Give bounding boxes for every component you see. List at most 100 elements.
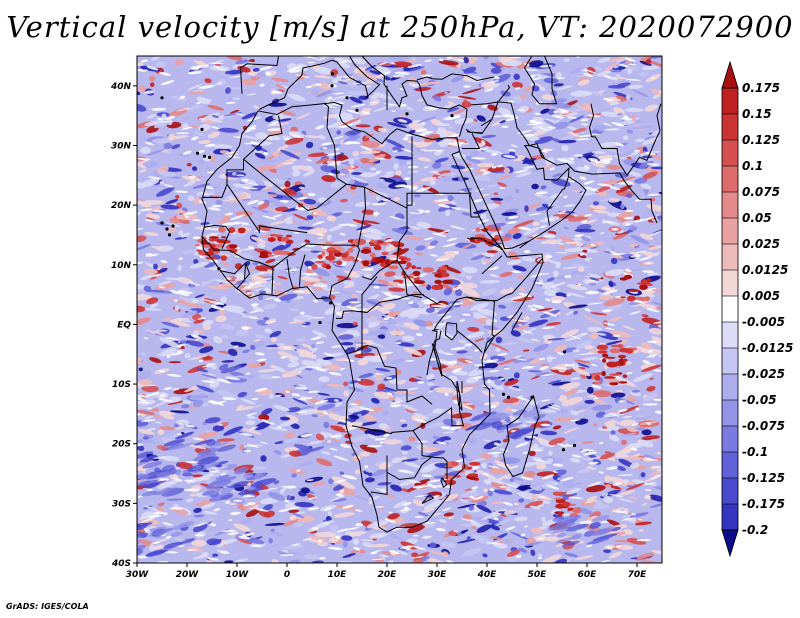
- downdraft-patch: [187, 340, 204, 347]
- downdraft-patch: [348, 414, 360, 420]
- convective-cell: [622, 374, 628, 379]
- neutral-streak: [474, 348, 480, 352]
- updraft-patch: [296, 348, 315, 358]
- downdraft-patch: [498, 107, 512, 117]
- neutral-streak: [240, 222, 250, 225]
- updraft-patch: [314, 531, 336, 538]
- updraft-patch: [215, 315, 227, 323]
- neutral-streak: [259, 358, 266, 361]
- updraft-patch: [621, 439, 627, 445]
- downdraft-patch: [189, 261, 209, 269]
- updraft-patch: [517, 275, 525, 279]
- updraft-patch: [447, 101, 457, 106]
- downdraft-patch: [311, 560, 324, 563]
- neutral-streak: [604, 75, 613, 79]
- downdraft-patch: [466, 536, 471, 541]
- downdraft-patch: [391, 457, 402, 464]
- downdraft-patch: [571, 263, 589, 269]
- lat-tick-label: 20N: [111, 201, 132, 211]
- downdraft-patch: [533, 443, 539, 451]
- neutral-streak: [515, 441, 529, 448]
- neutral-streak: [312, 284, 329, 287]
- updraft-patch: [656, 451, 661, 455]
- updraft-patch: [253, 105, 259, 109]
- neutral-streak: [489, 488, 495, 492]
- downdraft-patch: [397, 550, 408, 556]
- neutral-streak: [322, 147, 328, 150]
- convective-cell: [597, 350, 608, 354]
- neutral-streak: [530, 338, 540, 342]
- neutral-streak: [446, 56, 452, 60]
- convective-cell: [619, 347, 629, 353]
- downdraft-patch: [160, 347, 177, 357]
- downdraft-patch: [176, 419, 190, 426]
- island-marker: [355, 108, 359, 112]
- downdraft-patch: [137, 196, 145, 202]
- updraft-patch: [608, 551, 623, 559]
- updraft-patch: [620, 419, 637, 426]
- downdraft-patch: [200, 112, 220, 122]
- neutral-streak: [542, 311, 558, 317]
- downdraft-patch: [483, 440, 501, 450]
- downdraft-patch: [245, 420, 256, 425]
- downdraft-patch: [581, 158, 590, 163]
- downdraft-patch: [182, 207, 188, 212]
- downdraft-patch: [287, 361, 300, 368]
- downdraft-patch: [518, 498, 525, 503]
- neutral-streak: [643, 458, 659, 461]
- downdraft-patch: [468, 504, 474, 511]
- neutral-streak: [591, 384, 602, 389]
- neutral-streak: [481, 104, 488, 109]
- neutral-streak: [537, 537, 545, 540]
- updraft-patch: [574, 555, 594, 561]
- neutral-streak: [602, 289, 618, 295]
- updraft-patch: [500, 288, 510, 295]
- updraft-patch: [648, 327, 662, 335]
- updraft-patch: [558, 395, 568, 402]
- neutral-streak: [535, 191, 548, 195]
- downdraft-patch: [569, 457, 581, 463]
- neutral-streak: [588, 157, 599, 162]
- downdraft-patch: [261, 233, 267, 236]
- updraft-patch: [540, 239, 556, 244]
- updraft-patch: [207, 131, 220, 139]
- convective-cell: [468, 461, 481, 466]
- neutral-streak: [319, 556, 326, 560]
- updraft-patch: [532, 436, 553, 444]
- lon-tick-label: 20E: [378, 570, 398, 580]
- downdraft-patch: [376, 182, 388, 189]
- neutral-streak: [323, 522, 330, 524]
- downdraft-patch: [510, 531, 530, 540]
- neutral-streak: [334, 148, 340, 151]
- updraft-patch: [481, 390, 495, 397]
- downdraft-patch: [616, 253, 635, 261]
- downdraft-patch: [609, 69, 622, 73]
- updraft-patch: [387, 513, 400, 520]
- downdraft-patch: [518, 105, 529, 113]
- downdraft-patch: [640, 472, 646, 478]
- downdraft-patch: [547, 108, 556, 115]
- updraft-patch: [591, 332, 598, 339]
- downdraft-patch: [294, 501, 315, 508]
- neutral-streak: [480, 140, 486, 144]
- updraft-patch: [304, 239, 311, 243]
- updraft-patch: [309, 64, 321, 69]
- downdraft-patch: [630, 235, 650, 245]
- footer-credit: GrADS: IGES/COLA: [6, 602, 89, 611]
- downdraft-patch: [409, 66, 425, 72]
- downdraft-patch: [432, 408, 444, 414]
- updraft-patch: [399, 419, 407, 423]
- downdraft-patch: [490, 62, 505, 70]
- downdraft-patch: [285, 216, 293, 221]
- updraft-patch: [626, 426, 638, 433]
- colorbar-segment: [722, 166, 738, 192]
- downdraft-patch: [250, 404, 263, 409]
- neutral-streak: [226, 155, 241, 159]
- updraft-patch: [277, 351, 296, 360]
- neutral-streak: [564, 275, 572, 279]
- updraft-patch: [198, 140, 212, 144]
- neutral-streak: [248, 282, 255, 285]
- downdraft-patch: [212, 425, 225, 432]
- downdraft-patch: [250, 344, 256, 351]
- downdraft-patch: [341, 535, 353, 541]
